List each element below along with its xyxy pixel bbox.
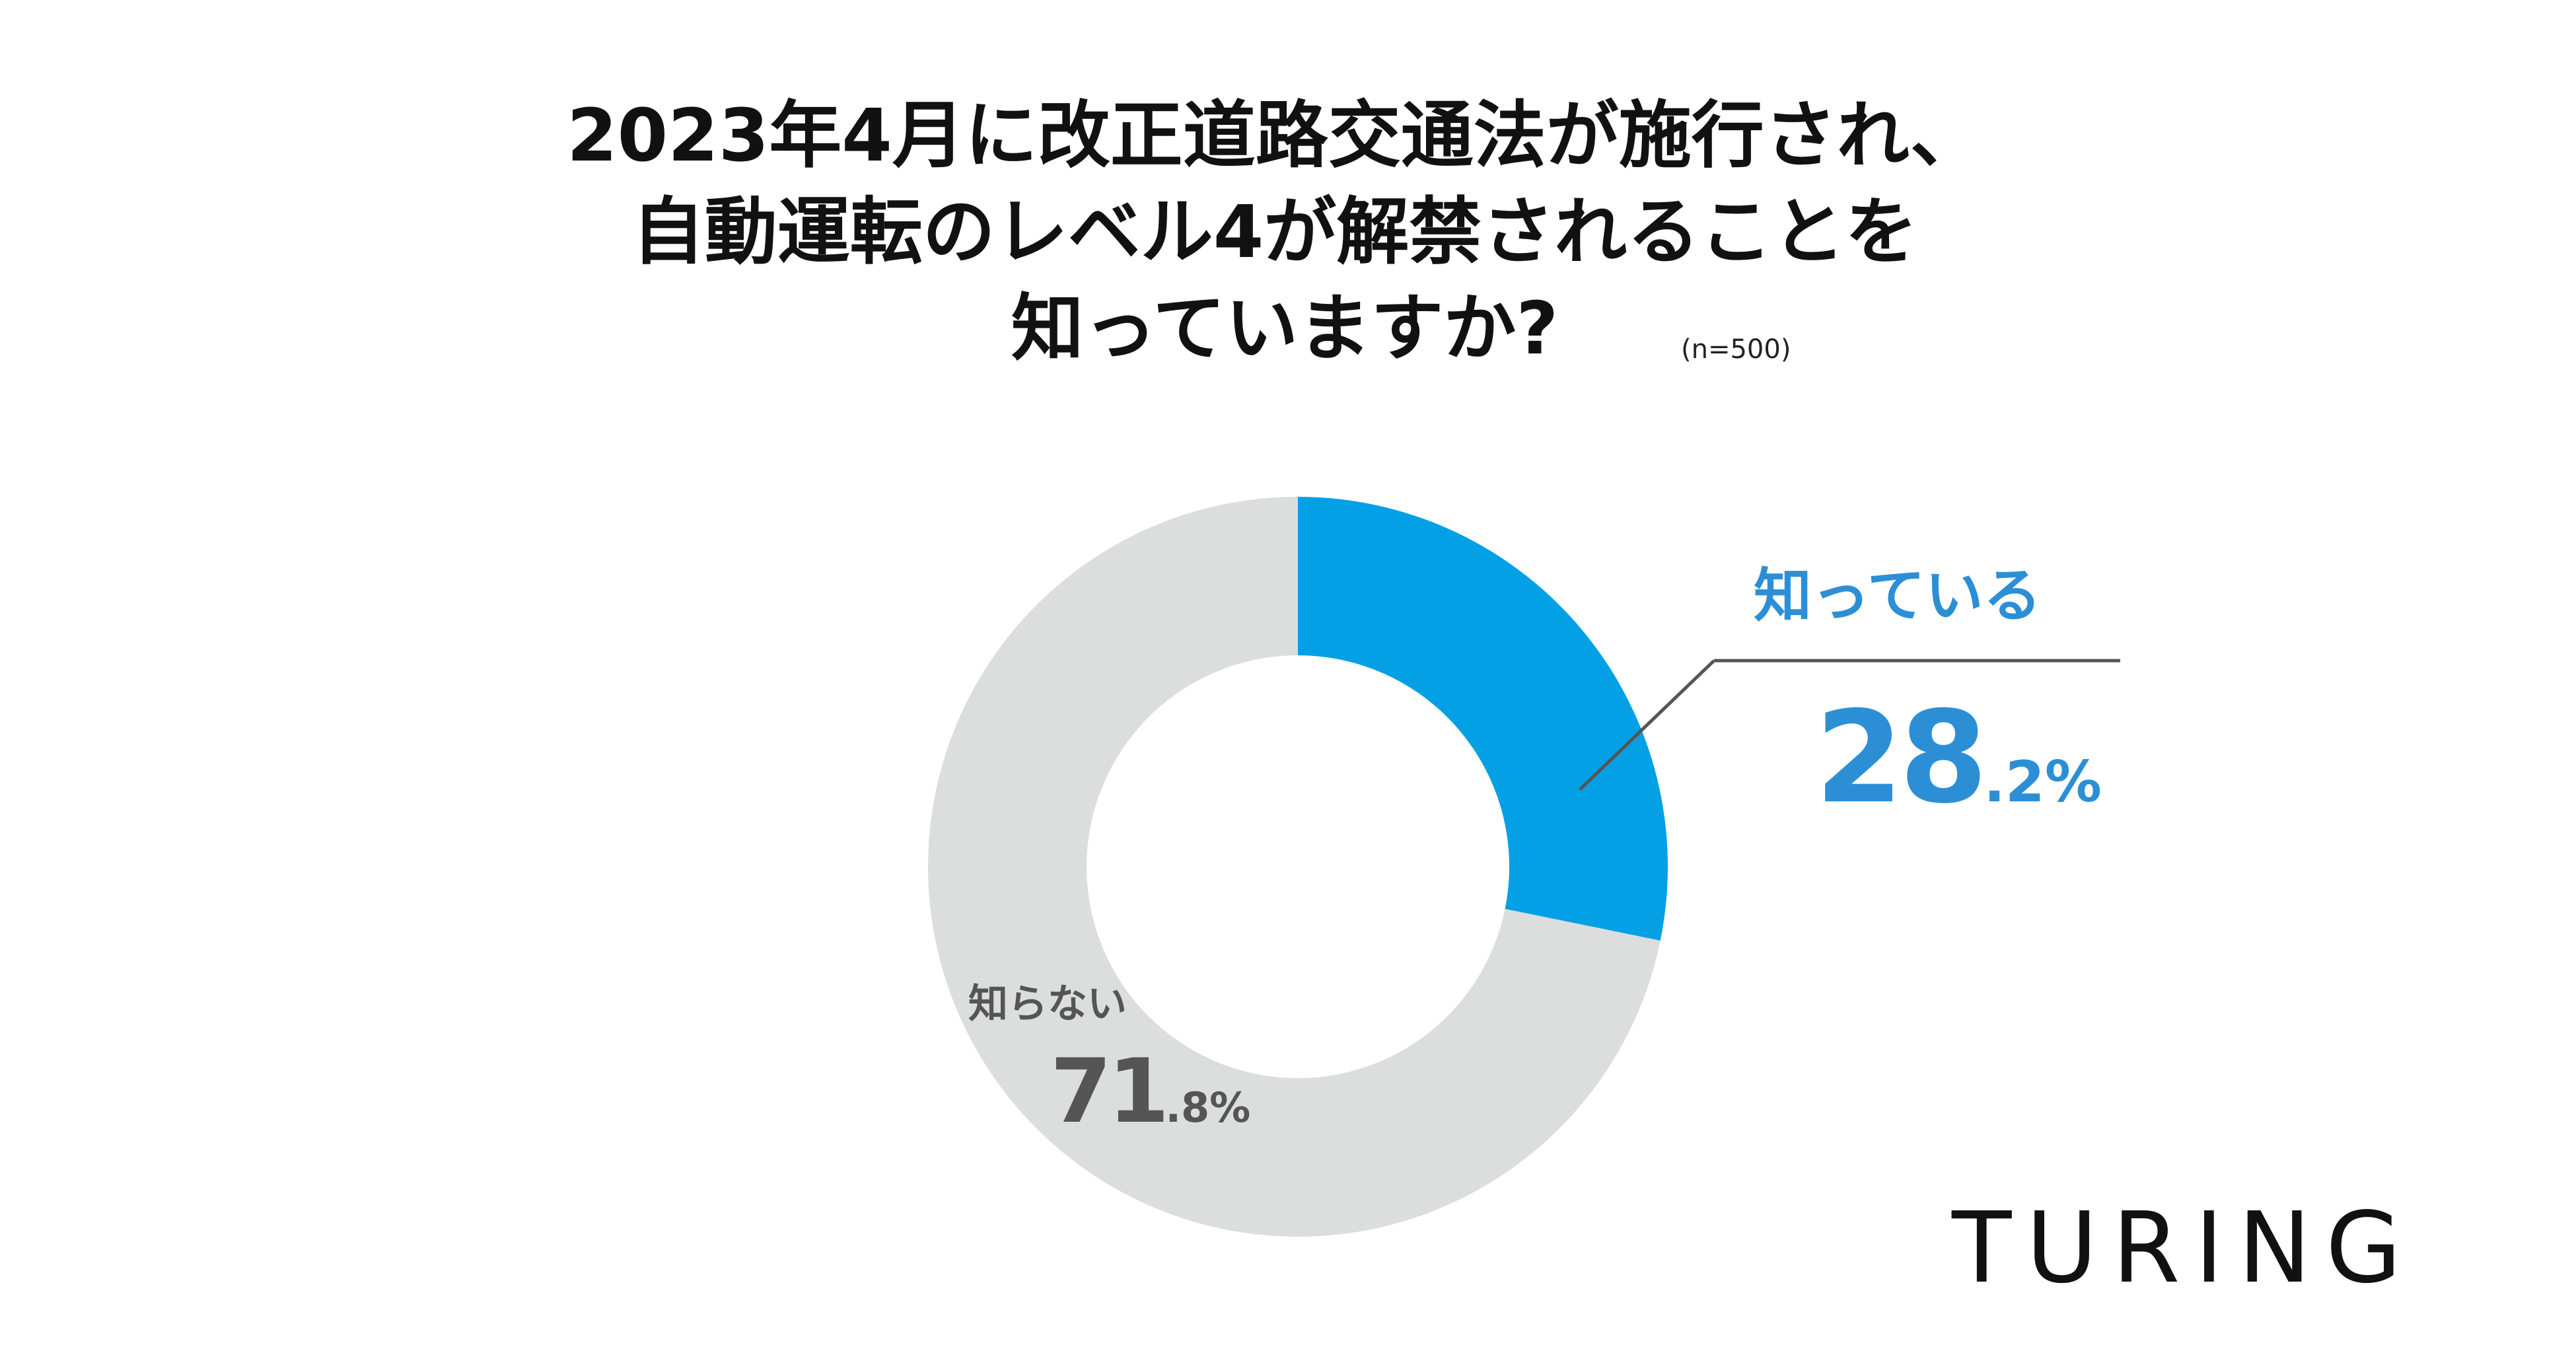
chart-title-line-1: 2023年4月に改正道路交通法が施行され、 xyxy=(567,93,1983,178)
dont-know-percent-major: 71 xyxy=(1050,1040,1170,1143)
turing-logo: TURING xyxy=(1952,1191,2416,1305)
know-category-label: 知っている xyxy=(1754,562,2042,630)
dont-know-percent-minor: .8% xyxy=(1165,1083,1251,1132)
slice-dont-know xyxy=(928,497,1661,1237)
chart-title-line-2: 自動運転のレベル4が解禁されることを xyxy=(631,190,1918,274)
dont-know-category-label: 知らない xyxy=(968,981,1127,1027)
sample-size-note: (n=500) xyxy=(1681,334,1791,365)
know-percent-major: 28 xyxy=(1815,684,1987,832)
know-percent-label: 28.2% xyxy=(1815,695,2102,822)
chart-title-line-3: 知っていますか? xyxy=(1011,286,1559,371)
know-percent-minor: .2% xyxy=(1984,749,2102,815)
slice-know xyxy=(1298,497,1668,941)
leader-line-diagonal xyxy=(1579,659,1715,791)
dont-know-percent-label: 71.8% xyxy=(1050,1047,1250,1136)
